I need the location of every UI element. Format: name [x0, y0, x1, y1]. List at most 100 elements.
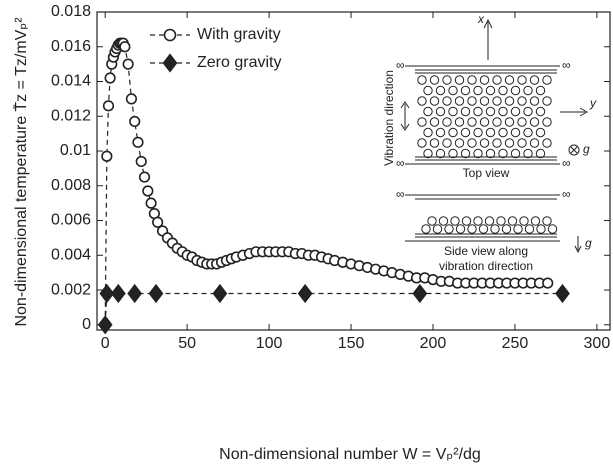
y-tick-label: 0.01: [60, 142, 91, 159]
inset-particle: [498, 148, 508, 159]
y-tick-label: 0.006: [51, 212, 91, 229]
inset-particle: [484, 216, 495, 226]
x-tick-label: 250: [502, 335, 529, 352]
inset-particle: [467, 224, 477, 234]
inset-particle: [442, 75, 452, 85]
inset-particle: [510, 85, 521, 96]
inset-particle: [460, 106, 471, 117]
y-axis-label: Non-dimensional temperature T̄z = Tz/mVₚ…: [13, 17, 30, 327]
x-tick-label: 100: [256, 335, 283, 352]
inset-particle: [504, 138, 515, 148]
inset-particle: [455, 224, 466, 234]
inset-particle: [485, 106, 496, 117]
inset-particle: [536, 224, 546, 234]
x-tick-label: 50: [178, 335, 196, 352]
inset-particle: [498, 106, 508, 117]
inset-particle: [423, 85, 433, 96]
inset-particle: [535, 106, 546, 117]
inset-particle: [535, 85, 546, 96]
marker: [542, 277, 554, 289]
inset-particle: [473, 216, 483, 226]
inset-particle: [504, 75, 515, 85]
inset-particle: [435, 148, 446, 159]
inset-particle: [523, 85, 533, 96]
inset-particle: [504, 96, 515, 106]
x-tick-label: 300: [584, 335, 611, 352]
inset-particle: [473, 106, 483, 117]
legend-marker: [163, 28, 177, 42]
inset-label: ∞: [562, 58, 571, 72]
inset-particle: [479, 117, 490, 127]
inset-particle: [442, 117, 452, 127]
g-arrow-head: [574, 245, 582, 254]
inset-particle: [523, 148, 533, 159]
inset-particle: [479, 75, 490, 85]
inset-particle: [429, 75, 440, 85]
inset-particle: [492, 96, 502, 106]
inset-particle: [542, 216, 552, 226]
inset-particle: [492, 117, 502, 127]
inset-diagram: [400, 18, 589, 254]
inset-particle: [454, 117, 465, 127]
marker: [132, 136, 144, 148]
inset-particle: [517, 75, 527, 85]
inset-particle: [479, 138, 490, 148]
y-tick-label: 0.014: [51, 73, 91, 90]
marker: [122, 58, 134, 70]
inset-particle: [517, 117, 527, 127]
marker: [97, 315, 113, 335]
inset-particle: [510, 106, 521, 117]
inset-particle: [438, 216, 449, 226]
marker: [138, 171, 151, 183]
inset-particle: [448, 85, 458, 96]
inset-particle: [417, 96, 427, 106]
inset-particle: [478, 224, 489, 234]
inset-particle: [517, 96, 527, 106]
x-tick-label: 200: [420, 335, 447, 352]
inset-particle: [507, 216, 518, 226]
inset-particle: [454, 96, 465, 106]
inset-particle: [523, 127, 533, 138]
inset-particle: [435, 106, 446, 117]
inset-particle: [467, 138, 477, 148]
inset-particle: [467, 75, 477, 85]
marker: [142, 185, 154, 197]
inset-label: g: [583, 142, 590, 156]
marker: [101, 150, 113, 162]
inset-particle: [498, 127, 508, 138]
inset-particle: [473, 148, 483, 159]
inset-particle: [479, 96, 490, 106]
inset-particle: [547, 224, 558, 234]
inset-particle: [417, 117, 427, 127]
inset-particle: [517, 138, 527, 148]
inset-particle: [473, 85, 483, 96]
inset-particle: [417, 75, 427, 85]
marker: [152, 216, 164, 228]
inset-particle: [448, 106, 458, 117]
inset-particle: [529, 138, 540, 148]
inset-particle: [429, 96, 440, 106]
inset-particle: [435, 127, 446, 138]
inset-label: Top view: [463, 166, 510, 180]
gravity-symbol: [570, 146, 578, 154]
marker: [135, 155, 147, 168]
inset-particle: [513, 224, 523, 234]
gravity-symbol: [568, 144, 580, 156]
marker: [129, 115, 141, 128]
inset-particle: [429, 117, 440, 127]
inset-particle: [529, 75, 540, 85]
marker: [297, 283, 313, 304]
inset-particle: [519, 216, 529, 226]
inset-particle: [530, 216, 541, 226]
inset-particle: [492, 75, 502, 85]
x-axis-label: Non-dimensional number W = Vₚ²/dg: [219, 446, 481, 463]
inset-particle: [523, 106, 533, 117]
marker: [127, 283, 143, 304]
inset-particle: [504, 117, 515, 127]
x-tick-label: 0: [101, 335, 110, 352]
inset-particle: [442, 138, 452, 148]
inset-particle: [529, 117, 540, 127]
inset-label: x: [477, 12, 485, 26]
inset-particle: [442, 96, 452, 106]
